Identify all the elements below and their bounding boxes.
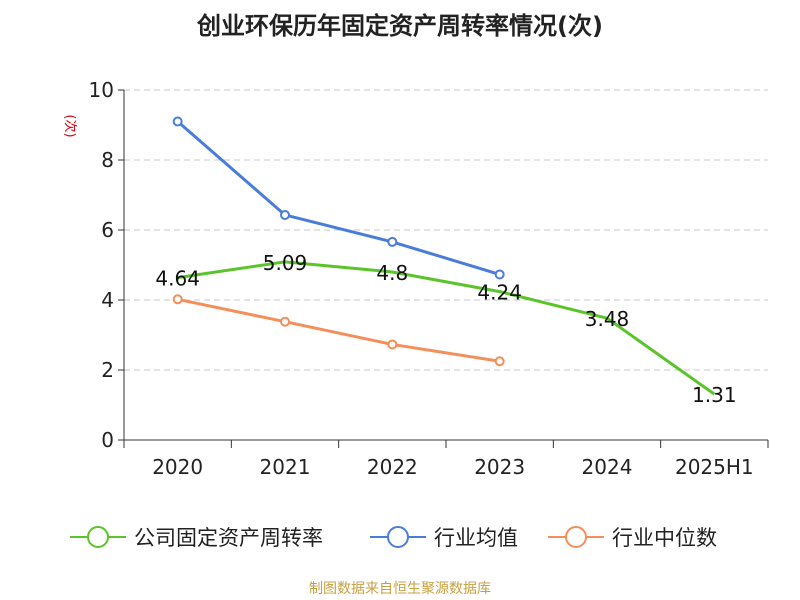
data-label: 5.09 (263, 251, 308, 275)
data-point (494, 269, 505, 280)
y-tick-label: 2 (101, 358, 114, 382)
legend-marker (565, 526, 587, 548)
data-point (280, 316, 290, 327)
data-label: 1.31 (692, 383, 737, 407)
data-point (280, 209, 290, 220)
data-label: 4.24 (477, 281, 522, 305)
x-tick-label: 2022 (367, 455, 418, 479)
data-point (494, 356, 505, 367)
label-layer: 4.64 5.09 4.8 4.24 3.48 1.31 (155, 251, 736, 407)
chart-title: 创业环保历年固定资产周转率情况(次) (197, 12, 603, 40)
legend-marker (387, 526, 409, 548)
x-tick-label: 2020 (152, 455, 203, 479)
x-tick-label: 2023 (474, 455, 525, 479)
data-point (387, 236, 398, 247)
x-tick-label: 2025H1 (675, 455, 754, 479)
series-line (177, 297, 500, 363)
data-label: 4.64 (155, 267, 200, 291)
axis-layer: 0 2 4 6 8 10 (次) 2020 2021 2022 2023 2024 2025H1 (62, 78, 769, 479)
series-line (176, 120, 501, 276)
y-axis-label: (次) (62, 114, 78, 137)
series-line (177, 260, 716, 396)
source-note: 制图数据来自恒生聚源数据库 (309, 581, 491, 597)
legend-label: 行业均值 (434, 526, 518, 550)
y-tick-label: 4 (101, 288, 114, 312)
data-label: 3.48 (585, 307, 630, 331)
data-point (172, 116, 183, 127)
y-tick-label: 8 (101, 148, 114, 172)
data-point (387, 339, 398, 350)
y-tick-label: 6 (101, 218, 114, 242)
legend-label: 公司固定资产周转率 (134, 526, 323, 550)
legend-layer: 公司固定资产周转率 行业均值 行业中位数 (70, 526, 717, 550)
y-tick-label: 0 (101, 428, 114, 452)
data-label: 4.8 (376, 261, 408, 285)
series-layer (172, 116, 716, 396)
legend-label: 行业中位数 (612, 526, 717, 550)
grid-layer (124, 89, 768, 371)
x-tick-label: 2024 (582, 455, 633, 479)
data-point (172, 294, 183, 305)
y-tick-label: 10 (89, 78, 114, 102)
x-tick-label: 2021 (260, 455, 311, 479)
legend-marker (87, 526, 109, 548)
